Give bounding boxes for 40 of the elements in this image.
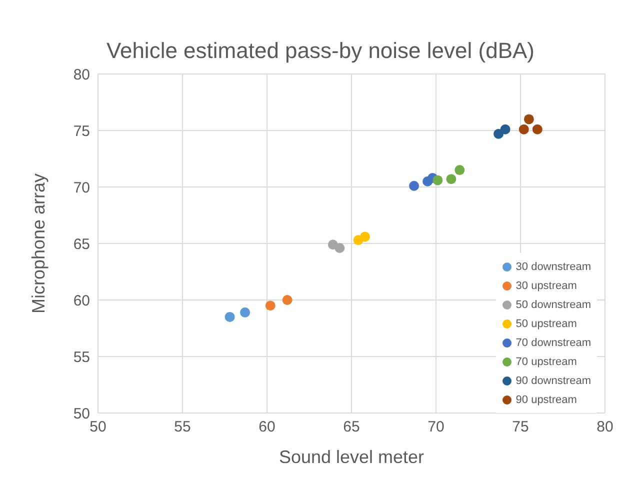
- y-tick-label: 80: [73, 66, 90, 84]
- point: [454, 165, 465, 176]
- legend-label: 90 upstream: [516, 394, 577, 406]
- x-tick-label: 70: [428, 418, 444, 436]
- x-tick-label: 60: [258, 418, 276, 436]
- point: [446, 174, 456, 184]
- y-tick-label: 70: [73, 179, 90, 196]
- point: [432, 175, 443, 186]
- point: [532, 124, 542, 134]
- y-tick-label: 55: [73, 348, 90, 366]
- x-tick-label: 55: [174, 418, 191, 436]
- point: [494, 128, 504, 139]
- y-tick-label: 75: [73, 122, 90, 140]
- y-tick-label: 50: [73, 405, 90, 422]
- point: [524, 114, 534, 124]
- legend-label: 30 downstream: [516, 260, 591, 272]
- point: [518, 124, 529, 134]
- legend-label: 50 downstream: [516, 298, 591, 310]
- legend-label: 90 downstream: [516, 374, 591, 386]
- legend-label: 70 upstream: [516, 356, 577, 368]
- x-tick-label: 50: [90, 418, 106, 436]
- x-tick-label: 80: [596, 418, 614, 436]
- point: [500, 124, 510, 134]
- legend-label: 70 downstream: [516, 336, 591, 348]
- chart-title: Vehicle estimated pass-by noise level (dBA): [106, 38, 536, 64]
- point: [334, 243, 345, 254]
- point: [282, 295, 292, 305]
- point: [409, 180, 420, 191]
- y-axis-title: Microphone array: [28, 173, 48, 314]
- point: [240, 307, 250, 318]
- legend-label: 30 upstream: [516, 280, 577, 292]
- y-tick-label: 60: [73, 292, 90, 310]
- y-tick-label: 65: [73, 236, 90, 253]
- legend-label: 50 upstream: [516, 318, 577, 330]
- x-tick-label: 65: [343, 418, 360, 436]
- x-axis-title: Sound level meter: [278, 447, 424, 467]
- point: [360, 232, 370, 242]
- point: [265, 300, 276, 311]
- x-tick-label: 75: [512, 418, 529, 436]
- point: [224, 312, 235, 322]
